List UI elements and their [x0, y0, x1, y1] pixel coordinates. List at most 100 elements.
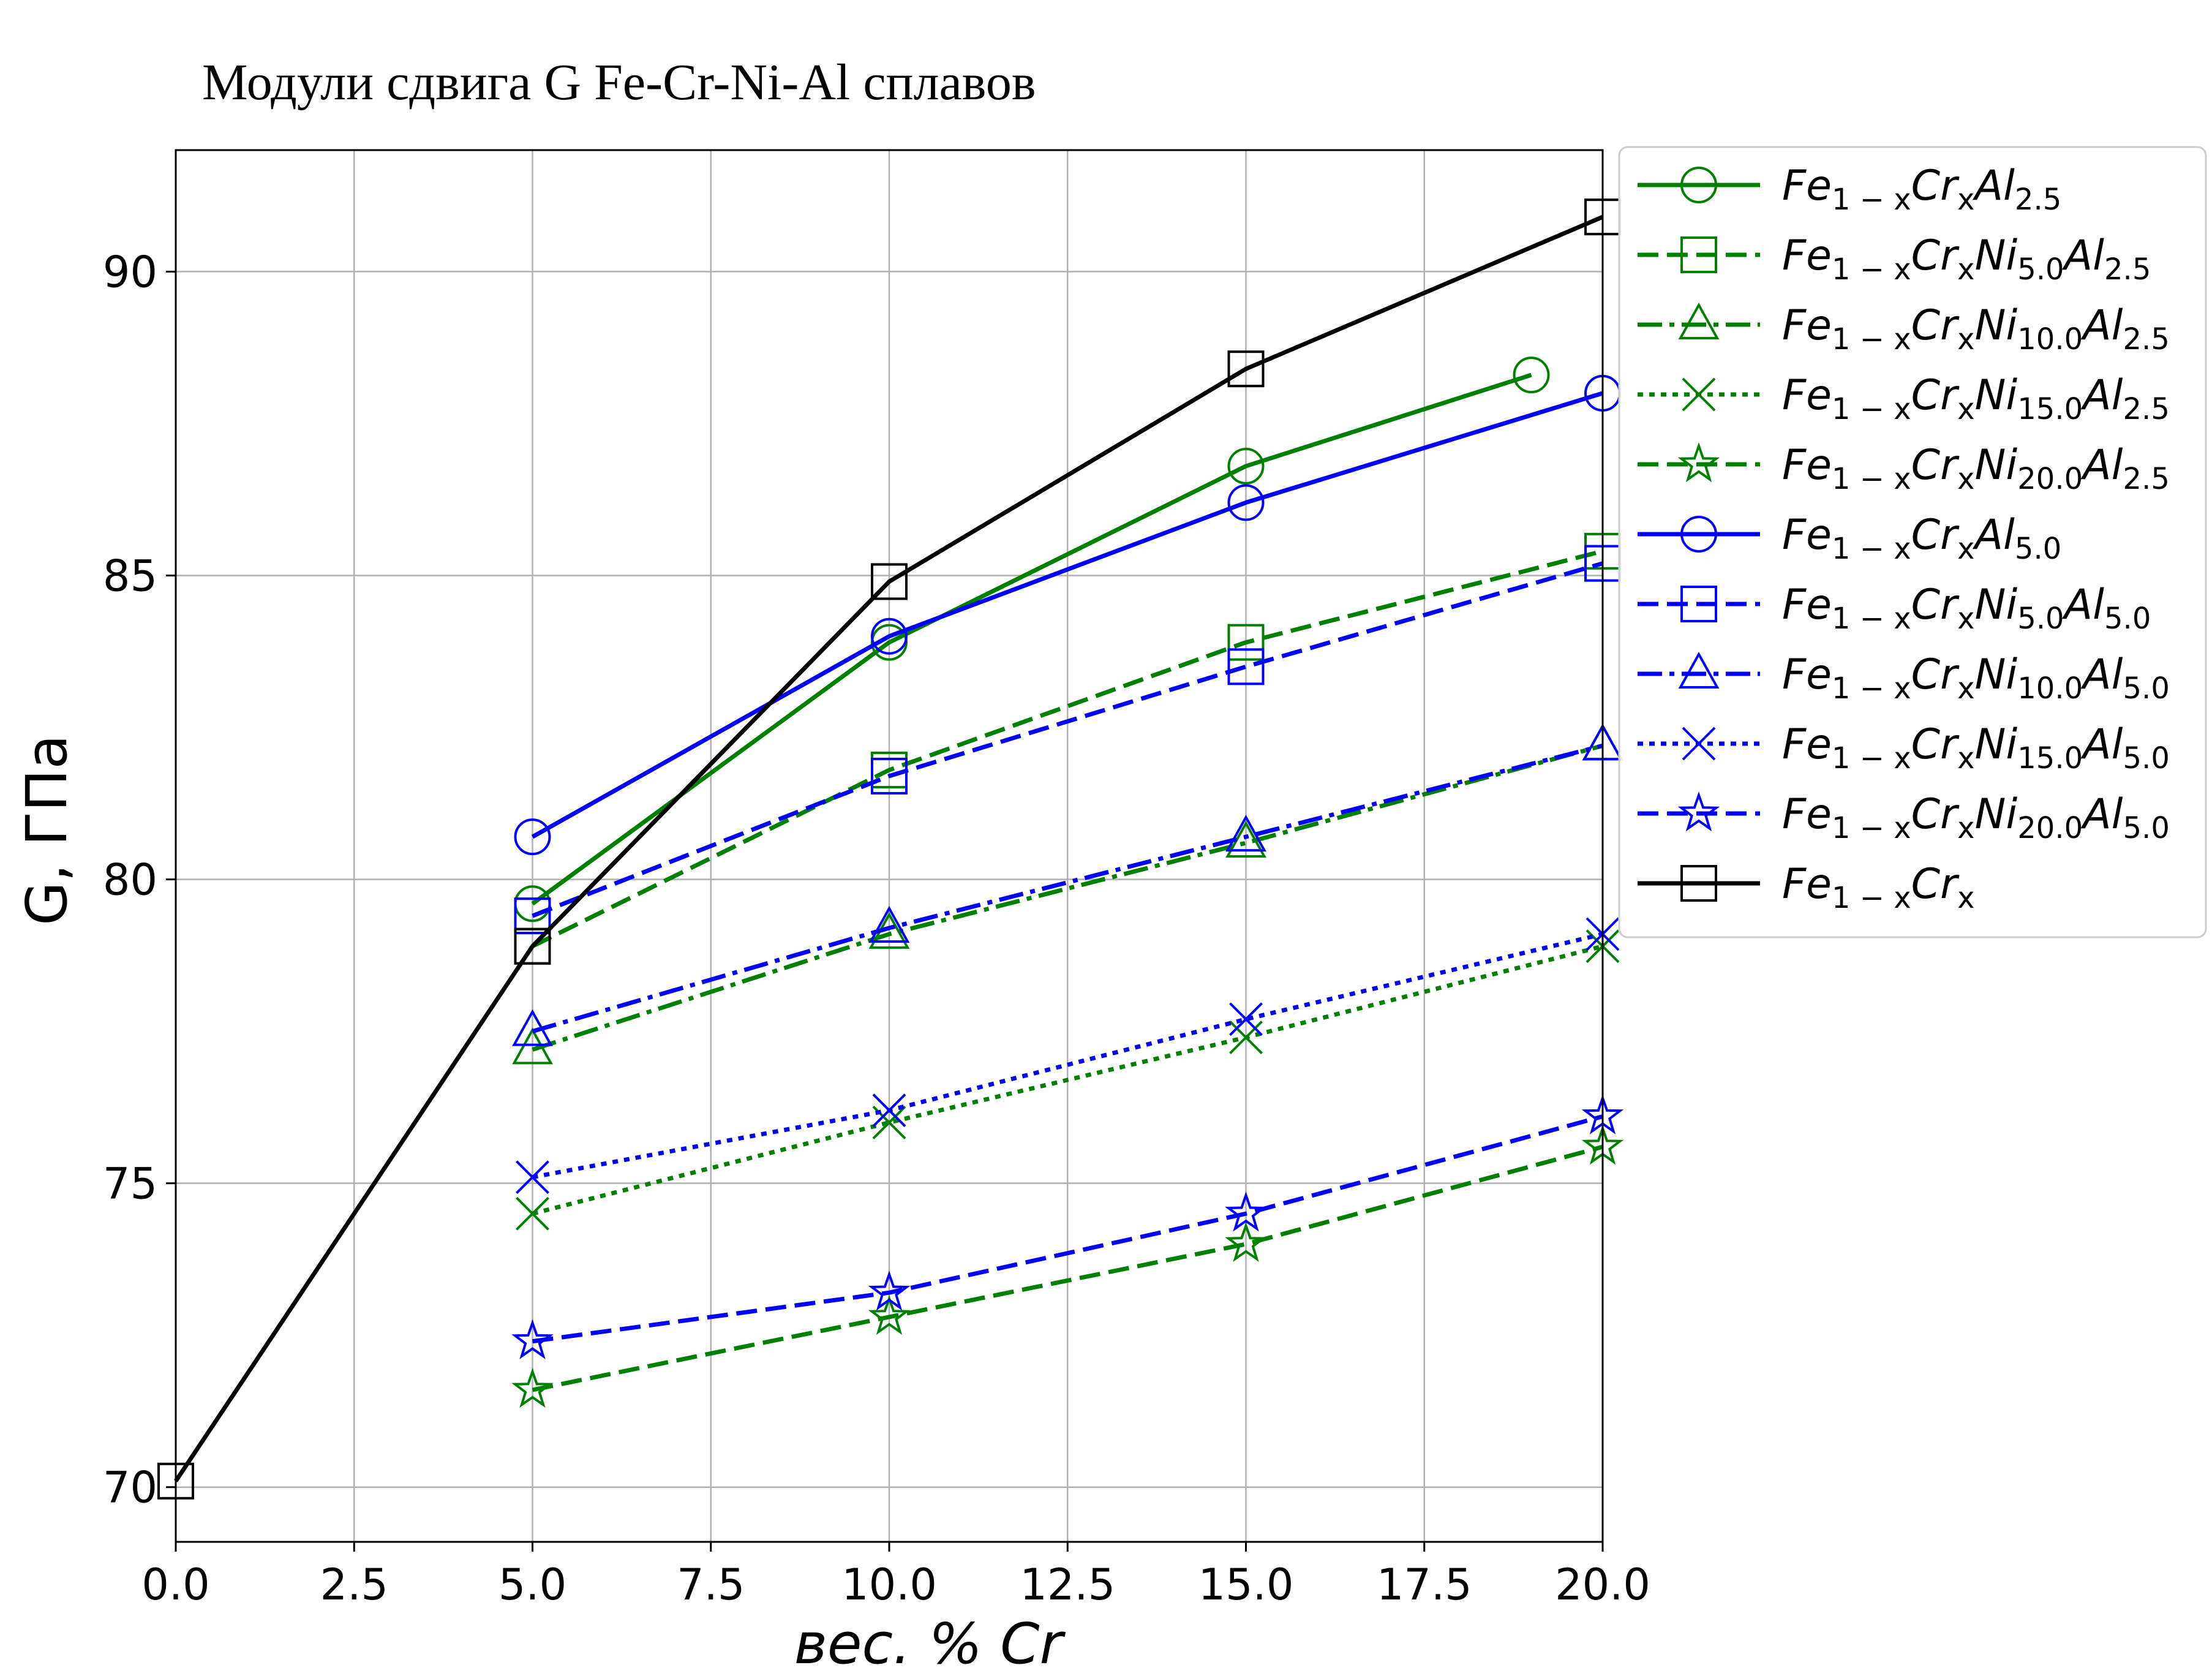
- series-9: [511, 1094, 1624, 1359]
- legend-label-part: 1 − x: [1832, 392, 1911, 426]
- legend-label-part: 20.0: [2017, 462, 2083, 496]
- data-point-marker: [514, 897, 551, 935]
- y-tick-label: 80: [103, 855, 157, 905]
- legend-label-part: Ni: [1974, 301, 2017, 350]
- legend-label: Fe1 − xCrxNi15.0Al5.0: [1782, 720, 2170, 776]
- data-point-marker: [1227, 648, 1265, 685]
- legend-item: Fe1 − xCrxAl2.5: [1638, 162, 2061, 217]
- legend-marker: [1678, 302, 1720, 339]
- legend-label-part: Ni: [1974, 232, 2017, 280]
- data-point-marker: [871, 757, 908, 795]
- legend-label-part: Fe: [1782, 371, 1832, 420]
- legend-label: Fe1 − xCrxAl2.5: [1782, 162, 2061, 217]
- legend-label-part: x: [1957, 183, 1974, 217]
- x-tick-label: 5.0: [498, 1560, 566, 1610]
- legend-label-part: Al: [2080, 790, 2123, 839]
- data-point-marker: [1227, 447, 1265, 485]
- legend-label-part: Al: [2080, 301, 2123, 350]
- x-tick-label: 7.5: [677, 1560, 745, 1610]
- legend-label-part: x: [1957, 462, 1974, 496]
- legend-label-part: Cr: [1911, 860, 1960, 908]
- legend-marker: [1680, 586, 1717, 622]
- y-tick-label: 70: [103, 1463, 157, 1513]
- legend-label-part: Fe: [1782, 581, 1832, 629]
- data-point-marker: [871, 617, 908, 655]
- legend-label-part: 2.5: [2104, 252, 2151, 287]
- legend-label-part: x: [1957, 671, 1974, 706]
- x-axis-label: вес. % Cr: [794, 1611, 1066, 1676]
- data-point-marker: [868, 1270, 911, 1311]
- legend-label-part: Fe: [1782, 790, 1832, 839]
- legend-label-part: 1 − x: [1832, 811, 1911, 845]
- legend-label-part: 20.0: [2017, 811, 2083, 845]
- legend-marker: [1677, 442, 1720, 483]
- legend-label-part: 1 − x: [1832, 462, 1911, 496]
- legend-label-part: 2.5: [2123, 462, 2170, 496]
- legend-label-part: 1 − x: [1832, 532, 1911, 566]
- legend-label-part: Fe: [1782, 301, 1832, 350]
- y-tick-label: 90: [103, 247, 157, 297]
- series-line: [531, 549, 1603, 948]
- legend-label-part: 2.5: [2123, 392, 2170, 426]
- legend-label-part: Cr: [1911, 651, 1960, 699]
- legend-marker: [1680, 167, 1717, 203]
- data-point-marker: [511, 1319, 554, 1359]
- legend-marker: [1680, 236, 1717, 273]
- legend-label: Fe1 − xCrxNi15.0Al2.5: [1782, 371, 2170, 426]
- legend-label: Fe1 − xCrxNi10.0Al2.5: [1782, 301, 2170, 357]
- legend-marker: [1680, 865, 1717, 902]
- legend-label-part: Al: [2080, 441, 2123, 489]
- legend-label: Fe1 − xCrxNi5.0Al2.5: [1782, 232, 2151, 287]
- x-tick-label: 15.0: [1198, 1560, 1294, 1610]
- legend-label-part: Fe: [1782, 441, 1832, 489]
- legend-label-part: Cr: [1911, 581, 1960, 629]
- legend-label-part: Fe: [1782, 232, 1832, 280]
- series-line: [531, 391, 1604, 839]
- legend-label-part: x: [1957, 252, 1974, 287]
- series-line: [174, 214, 1604, 1482]
- legend-label-part: 5.0: [2123, 671, 2170, 706]
- legend-item: Fe1 − xCrxNi20.0Al5.0: [1638, 790, 2170, 845]
- legend-label-part: Cr: [1911, 301, 1960, 350]
- data-point-marker: [516, 1196, 549, 1231]
- legend-item: Fe1 − xCrxNi20.0Al2.5: [1638, 441, 2170, 496]
- legend-label-part: x: [1957, 881, 1974, 915]
- legend-label-part: Ni: [1974, 651, 2017, 699]
- series-line: [532, 944, 1603, 1216]
- legend-item: Fe1 − xCrxNi5.0Al2.5: [1638, 232, 2151, 287]
- legend-label-part: Ni: [1974, 581, 2017, 629]
- legend-label: Fe1 − xCrxAl5.0: [1782, 511, 2061, 566]
- data-point-marker: [514, 927, 551, 965]
- legend-label-part: Cr: [1911, 232, 1960, 280]
- x-tick-label: 17.5: [1377, 1560, 1472, 1610]
- data-point-marker: [512, 1027, 553, 1065]
- legend-label-part: x: [1957, 741, 1974, 776]
- legend-label-part: Fe: [1782, 651, 1832, 699]
- legend-label-part: Cr: [1911, 162, 1960, 210]
- legend-marker: [1682, 727, 1716, 761]
- y-tick-label: 75: [103, 1159, 157, 1209]
- legend-label-part: Al: [2080, 720, 2123, 769]
- x-tick-label: 20.0: [1555, 1560, 1650, 1610]
- y-axis-label: G, ГПа: [14, 734, 80, 925]
- legend-box: [1618, 146, 2207, 938]
- legend-label-part: Al: [2080, 651, 2123, 699]
- y-tick-label: 85: [103, 551, 157, 601]
- legend-item: Fe1 − xCrxNi15.0Al2.5: [1638, 371, 2170, 426]
- legend-label-part: x: [1957, 392, 1974, 426]
- series-line: [532, 743, 1603, 1033]
- legend-label-part: 1 − x: [1832, 881, 1911, 915]
- data-point-marker: [1225, 1191, 1267, 1232]
- data-point-marker: [512, 1009, 553, 1046]
- data-point-marker: [516, 1160, 549, 1195]
- legend-label-part: Cr: [1911, 720, 1960, 769]
- series-line: [532, 561, 1603, 918]
- legend-label-part: Fe: [1782, 860, 1832, 908]
- legend-label-part: 5.0: [2017, 252, 2064, 287]
- legend-marker: [1678, 651, 1720, 689]
- legend-label-part: Ni: [1974, 720, 2017, 769]
- data-point-marker: [1513, 357, 1550, 394]
- data-point-marker: [514, 818, 551, 856]
- legend-marker: [1682, 377, 1716, 412]
